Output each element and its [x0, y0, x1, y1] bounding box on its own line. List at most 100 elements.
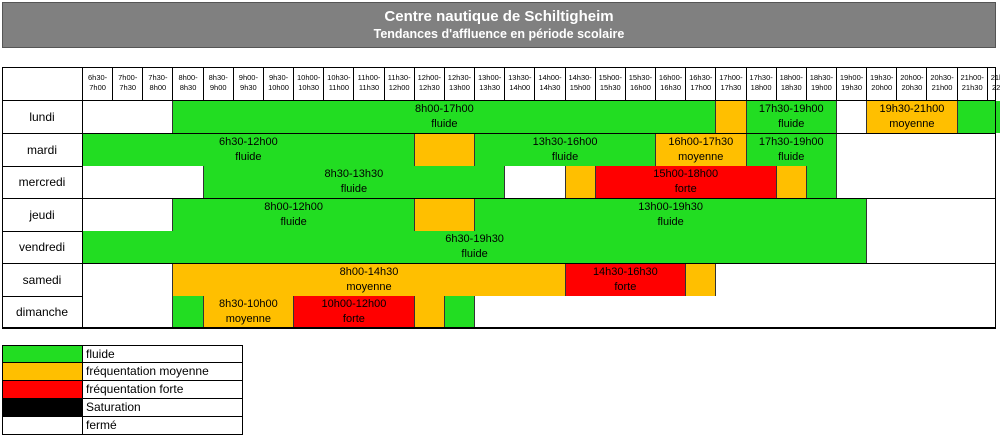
segment-level-label: fluide [280, 215, 307, 228]
time-slot-end: 12h30 [418, 83, 440, 92]
time-slot-start: 17h30- [749, 73, 773, 82]
schedule-segment-fluide: 8h00-17h00 fluide [173, 101, 717, 133]
time-slot-start: 21h30- [990, 73, 1000, 82]
time-slot-end: 15h00 [569, 83, 591, 92]
legend-label: fréquentation moyenne [86, 364, 209, 378]
schedule-segment-ferme [837, 133, 1000, 166]
time-slot-start: 16h30- [689, 73, 713, 82]
page-title: Centre nautique de Schiltigheim [384, 8, 614, 25]
schedule-segment-ferme [83, 198, 174, 231]
schedule-segment-ferme [837, 101, 868, 133]
time-slot-header: 12h00- 12h30 [415, 67, 445, 100]
time-slot-end: 17h30 [720, 83, 742, 92]
segment-time: 17h30-19h00 [758, 103, 824, 115]
schedule-segment-ferme [505, 166, 566, 198]
time-slot-start: 15h30- [628, 73, 653, 82]
segment-level-label: fluide [340, 183, 368, 195]
schedule-segment-fluide: 17h30-19h00 fluide [746, 133, 837, 166]
time-slot-end: 21h30 [961, 83, 983, 92]
schedule-segment-fluide: 8h30-13h30 fluide [203, 166, 506, 198]
time-slot-header: 14h00- 14h30 [535, 67, 566, 100]
schedule-grid-body: 6h30- 7h00 7h00- 7h30 7h30- 8h00 8h00- 8h30 8h30… [2, 67, 1000, 329]
segment-level-label: moyenne [346, 280, 392, 293]
time-slot-end: 20h00 [871, 83, 893, 92]
header-divider [2, 100, 996, 101]
day-label: lundi [2, 101, 82, 134]
time-slot-start: 18h00- [779, 73, 803, 82]
time-slot-end: 9h30 [240, 83, 257, 92]
time-slot-start: 7h30- [148, 73, 168, 82]
segment-level-label: forte [614, 280, 637, 293]
day-column-divider [82, 67, 83, 328]
time-slot-start: 13h00- [477, 73, 502, 82]
legend-label: fréquentation forte [86, 382, 184, 396]
time-slot-header: 10h00- 10h30 [294, 67, 325, 100]
time-slot-end: 22h00 [991, 83, 1000, 92]
schedule-grid: 6h30- 7h00 7h00- 7h30 7h30- 8h00 8h00- 8h30 8h30… [2, 67, 1000, 329]
time-slot-end: 18h30 [780, 83, 802, 92]
schedule-segment-moyenne [686, 263, 717, 296]
schedule-segment-fluide [173, 296, 204, 328]
segment-time: 17h30-19h00 [758, 135, 824, 148]
time-slot-end: 16h30 [660, 83, 682, 92]
schedule-segment-moyenne [565, 166, 596, 198]
legend-swatch [3, 363, 83, 380]
time-slot-end: 10h00 [268, 83, 289, 92]
segment-level-label: forte [342, 313, 365, 325]
day-label: mercredi [2, 166, 82, 199]
time-slot-end: 20h30 [901, 83, 923, 92]
day-label: jeudi [2, 199, 82, 232]
time-slot-header: 11h30- 12h00 [385, 67, 415, 100]
time-slot-start: 17h00- [719, 73, 743, 82]
segment-level-label: moyenne [889, 118, 935, 130]
time-slot-header: 11h00- 11h30 [354, 67, 385, 100]
time-slot-end: 14h00 [509, 83, 531, 92]
segment-level-label: moyenne [225, 313, 271, 325]
day-label: dimanche [2, 296, 82, 329]
time-slot-start: 20h30- [930, 73, 954, 82]
schedule-segment-forte: 10h00-12h00 forte [294, 296, 415, 328]
legend-item: fréquentation moyenne [2, 363, 243, 381]
time-slot-end: 8h00 [149, 83, 167, 92]
schedule-segment-moyenne: 8h30-10h00 moyenne [203, 296, 295, 328]
time-slot-start: 19h00- [839, 73, 864, 82]
time-slot-start: 18h30- [809, 73, 834, 82]
schedule-segment-fluide: 8h00-12h00 fluide [173, 198, 415, 231]
schedule-segment-forte: 15h00-18h00 forte [595, 166, 777, 198]
time-slot-start: 7h00- [118, 73, 138, 82]
time-slot-end: 13h00 [449, 83, 470, 92]
segment-time: 6h30-12h00 [219, 135, 278, 148]
time-slot-start: 6h30- [87, 73, 108, 82]
legend-item: fréquentation forte [2, 381, 243, 399]
time-slot-end: 8h30 [179, 83, 197, 92]
legend-label: fermé [86, 418, 117, 432]
legend-label: Saturation [86, 400, 141, 414]
time-slot-end: 18h00 [750, 83, 772, 92]
schedule-segment-fluide: 17h30-19h00 fluide [746, 101, 837, 133]
time-slot-header: 20h30- 21h00 [927, 67, 958, 100]
time-slot-end: 15h30 [599, 83, 621, 92]
time-slot-start: 14h30- [568, 73, 592, 82]
time-slot-start: 20h00- [900, 73, 924, 82]
legend-swatch [3, 381, 83, 398]
segment-time: 8h00-14h30 [339, 265, 399, 278]
legend-swatch [3, 399, 83, 416]
time-slot-start: 12h30- [447, 73, 472, 82]
time-slot-header: 18h30- 19h00 [807, 67, 837, 100]
time-slot-start: 11h00- [357, 73, 381, 82]
schedule-segment-fluide [957, 101, 1000, 133]
segment-level-label: fluide [461, 248, 488, 260]
time-slot-header: 13h30- 14h00 [505, 67, 536, 100]
time-slot-start: 14h00- [538, 73, 562, 82]
segment-time: 14h30-16h30 [592, 265, 658, 278]
segment-time: 6h30-19h30 [445, 233, 504, 245]
segment-level-label: fluide [431, 118, 458, 130]
schedule-segment-moyenne [414, 198, 476, 231]
time-slot-start: 19h30- [870, 73, 894, 82]
schedule-segment-fluide: 6h30-19h30 fluide [83, 231, 868, 263]
day-label: mardi [2, 134, 82, 167]
time-slot-header: 9h30- 10h00 [264, 67, 295, 100]
time-slot-header: 12h30- 13h00 [445, 67, 476, 100]
time-slot-header: 9h00- 9h30 [234, 67, 264, 100]
schedule-segment-ferme [716, 263, 1000, 296]
